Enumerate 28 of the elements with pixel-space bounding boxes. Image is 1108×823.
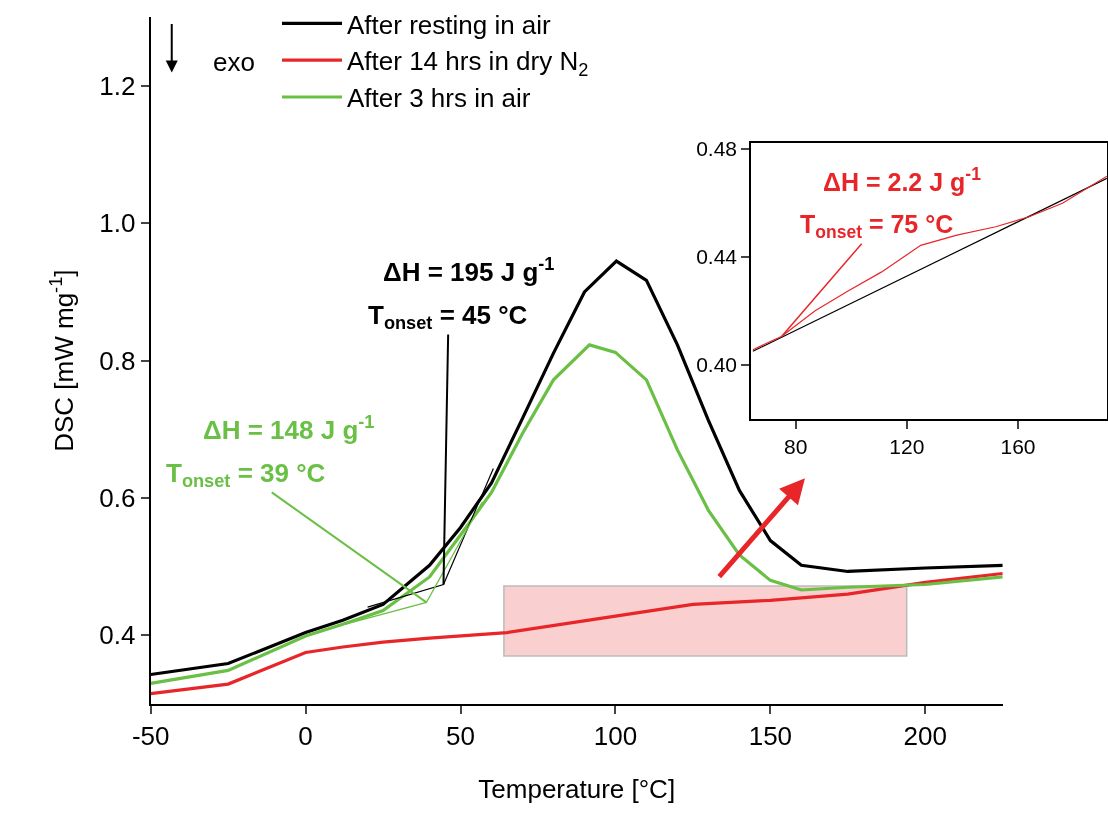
y-tick-label: 1.2 — [99, 71, 136, 102]
x-tick-label: 160 — [1000, 435, 1036, 459]
x-tick-label: 100 — [593, 721, 638, 752]
y-tick-label: 0.48 — [696, 136, 738, 160]
x-tick-label: 80 — [784, 435, 808, 459]
annotation: ΔH = 148 J g$^{-1}$ — [203, 412, 375, 445]
legend-label: After resting in air — [347, 9, 552, 40]
y-tick-label: 0.8 — [99, 345, 136, 376]
annotation: ΔH = 195 J g$^{-1}$ — [383, 254, 555, 287]
x-tick-label: -50 — [131, 721, 170, 752]
x-axis-title: Temperature [°C] — [478, 774, 676, 805]
y-tick-label: 0.44 — [696, 245, 738, 269]
y-tick-label: 0.4 — [99, 620, 136, 651]
x-tick-label: 120 — [889, 435, 925, 459]
annotation: exo — [213, 47, 255, 77]
annotation: ΔH = 2.2 J g$^{-1}$ — [823, 164, 982, 196]
legend-label: After 14 hrs in dry N$_{2}$ — [347, 46, 589, 80]
y-tick-label: 0.6 — [99, 483, 136, 514]
x-tick-label: 200 — [903, 721, 947, 752]
annotation: T$_{onset}$ = 75 °C — [800, 210, 954, 243]
x-tick-label: 50 — [446, 721, 475, 752]
x-tick-label: 0 — [298, 721, 313, 752]
x-tick-label: 150 — [748, 721, 793, 752]
y-tick-label: 0.40 — [696, 353, 738, 377]
annotation: T$_{onset}$ = 45 °C — [368, 300, 528, 334]
y-tick-label: 1.0 — [99, 208, 136, 239]
annotation: T$_{onset}$ = 39 °C — [166, 458, 326, 492]
legend-label: After 3 hrs in air — [347, 83, 531, 114]
